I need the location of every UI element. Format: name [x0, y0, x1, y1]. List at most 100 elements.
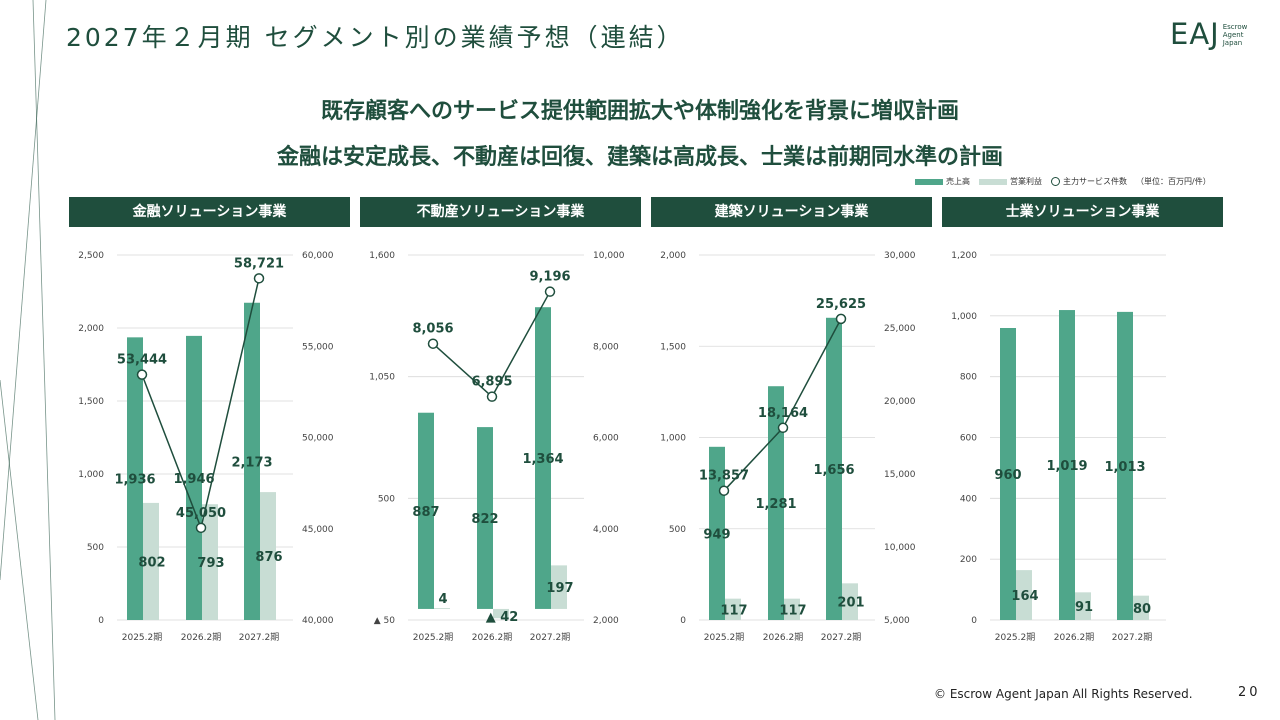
- bar-sales: [826, 317, 842, 620]
- finance-chart: 0 500 1,000 1,500 2,000 2,500 40,000 45,000 50,0…: [78, 251, 334, 643]
- y-tick-label: 800: [960, 373, 977, 383]
- data-label-op: 117: [779, 603, 806, 618]
- x-category-label: 2026.2期: [1054, 632, 1095, 643]
- legend-op-swatch: [979, 178, 1007, 185]
- y-tick-label: 500: [378, 494, 395, 504]
- bar-sales: [1117, 311, 1133, 620]
- data-label-count: 45,050: [176, 506, 226, 521]
- y2-tick-label: 55,000: [302, 342, 334, 352]
- legend-unit: （単位：百万円/件）: [1136, 177, 1211, 186]
- y-tick-label: 1,000: [78, 470, 104, 480]
- data-label-op: ▲ 42: [486, 610, 519, 625]
- professional-chart: 0 200 400 600 800 1,000 1,200 2025.2期 2026.2期 202…: [951, 251, 1166, 643]
- y2-tick-label: 15,000: [884, 470, 916, 480]
- point-count: [486, 391, 498, 402]
- legend-op-label: 営業利益: [1010, 177, 1042, 186]
- data-label-count: 8,056: [412, 322, 453, 337]
- x-category-label: 2025.2期: [995, 632, 1036, 643]
- point-count: [195, 522, 207, 534]
- data-label-op: 201: [837, 596, 864, 611]
- data-label-count: 25,625: [816, 297, 866, 312]
- headline-2: 金融は安定成長、不動産は回復、建築は高成長、士業は前期同水準の計画: [276, 145, 1003, 170]
- y-tick-label: 200: [960, 555, 977, 565]
- y2-tick-label: 8,000: [593, 342, 619, 352]
- data-label-op: 793: [197, 556, 224, 571]
- legend-sales-swatch: [915, 178, 943, 185]
- data-label-sales: 822: [471, 512, 498, 527]
- copyright-footer: © Escrow Agent Japan All Rights Reserved…: [934, 687, 1193, 701]
- data-label-count: 53,444: [117, 353, 167, 368]
- y2-tick-label: 40,000: [302, 616, 334, 626]
- y-tick-label: 0: [680, 616, 686, 626]
- y-tick-label: 2,500: [78, 251, 104, 261]
- legend-sales-label: 売上高: [946, 177, 970, 186]
- realestate-chart: ▲ 50 500 1,050 1,600 2,000 4,000 6,000 8,000 10,…: [369, 251, 625, 643]
- data-label-sales: 1,281: [755, 497, 796, 512]
- bar-op: [493, 608, 509, 619]
- legend-count-label: 主力サービス件数: [1063, 177, 1127, 186]
- data-label-op: 117: [720, 603, 747, 618]
- data-label-sales: 887: [412, 505, 439, 520]
- y-tick-label: 500: [669, 525, 686, 535]
- data-label-count: 6,895: [471, 375, 512, 390]
- x-category-label: 2026.2期: [763, 632, 804, 643]
- point-count: [777, 422, 789, 434]
- page-number: 20: [1238, 685, 1261, 700]
- y2-tick-label: 5,000: [884, 616, 910, 626]
- data-label-op: 164: [1011, 589, 1038, 604]
- x-category-label: 2025.2期: [413, 632, 454, 643]
- data-label-sales: 1,936: [114, 473, 155, 488]
- legend-count: 主力サービス件数: [1051, 176, 1127, 187]
- y-tick-label: 2,000: [78, 324, 104, 334]
- data-label-op: 91: [1075, 600, 1093, 615]
- bar-op: [260, 492, 276, 620]
- data-label-count: 13,857: [699, 469, 749, 484]
- y-tick-label: 500: [87, 543, 104, 553]
- point-count: [136, 369, 148, 380]
- y2-tick-label: 60,000: [302, 251, 334, 261]
- data-label-sales: 1,364: [522, 452, 563, 467]
- segment-header-construction: 建築ソリューション事業: [651, 197, 932, 227]
- page-title: 2027年２月期 セグメント別の業績予想（連結）: [66, 23, 685, 52]
- bar-op: [143, 502, 159, 620]
- x-category-label: 2025.2期: [704, 632, 745, 643]
- bar-sales: [768, 386, 784, 620]
- legend-sales: 売上高: [915, 176, 970, 187]
- bar-sales: [186, 335, 202, 620]
- data-label-op: 80: [1133, 602, 1151, 617]
- x-category-label: 2026.2期: [181, 632, 222, 643]
- bar-sales: [127, 337, 143, 620]
- y2-tick-label: 25,000: [884, 324, 916, 334]
- data-label-op: 876: [255, 550, 282, 565]
- bar-op: [784, 598, 800, 620]
- segment-header-finance: 金融ソリューション事業: [69, 197, 350, 227]
- point-count: [718, 485, 730, 496]
- bar-sales: [477, 427, 493, 609]
- bar-sales: [1000, 328, 1016, 620]
- bar-op: [434, 608, 450, 609]
- logo-line-2: Agent: [1222, 30, 1244, 39]
- point-count: [427, 338, 439, 349]
- y-tick-label: 0: [971, 616, 977, 626]
- y2-tick-label: 2,000: [593, 616, 619, 626]
- y-tick-label: 400: [960, 494, 977, 504]
- data-label-sales: 2,173: [231, 455, 272, 470]
- data-label-sales: 1,013: [1104, 460, 1145, 475]
- y-tick-label: 1,050: [369, 373, 395, 383]
- y-tick-label: 1,000: [660, 434, 686, 444]
- data-label-count: 9,196: [529, 270, 570, 285]
- data-label-op: 802: [138, 555, 165, 570]
- bar-op: [1133, 595, 1149, 620]
- x-category-label: 2027.2期: [239, 632, 280, 643]
- y-tick-label: 1,600: [369, 251, 395, 261]
- data-label-sales: 960: [994, 468, 1021, 483]
- bar-op: [551, 565, 567, 609]
- y-tick-label: 2,000: [660, 251, 686, 261]
- data-label-op: 4: [438, 592, 447, 607]
- x-category-label: 2027.2期: [530, 632, 571, 643]
- construction-chart: 0 500 1,000 1,500 2,000 5,000 10,000 15,000 20,0…: [660, 251, 916, 643]
- chart-legend: 売上高 営業利益 主力サービス件数 （単位：百万円/件）: [915, 176, 1220, 187]
- y2-tick-label: 45,000: [302, 525, 334, 535]
- bar-sales: [418, 412, 434, 609]
- x-category-label: 2027.2期: [1112, 632, 1153, 643]
